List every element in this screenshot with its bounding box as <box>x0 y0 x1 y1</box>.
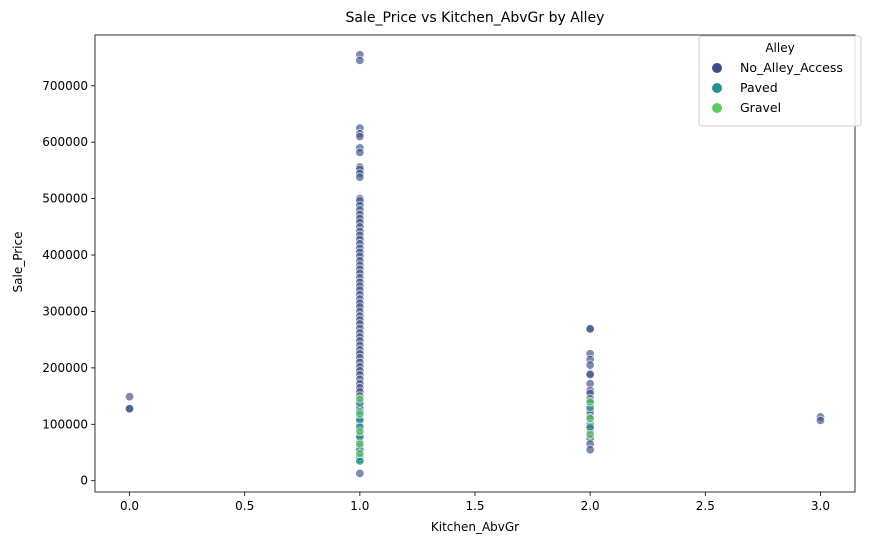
legend-marker-gravel <box>712 103 722 113</box>
legend-box <box>698 35 862 127</box>
axis-ticks: 0.0 0.5 1.0 1.5 2.0 2.5 3.0 0 100000 200000 300000… <box>42 79 830 513</box>
x-tick-label: 2.0 <box>581 499 600 513</box>
data-point-no-alley-access <box>585 445 595 455</box>
legend-title: Alley <box>765 41 794 55</box>
data-point-gravel <box>585 397 595 407</box>
legend-items: No_Alley_Access Paved Gravel <box>712 60 843 115</box>
x-tick-label: 0.5 <box>235 499 254 513</box>
y-tick-label: 100000 <box>42 417 88 431</box>
x-tick-label: 1.0 <box>350 499 369 513</box>
y-tick-label: 500000 <box>42 192 88 206</box>
x-tick-label: 3.0 <box>811 499 830 513</box>
data-point-no-alley-access <box>355 147 365 157</box>
data-point-no-alley-access <box>815 415 825 425</box>
y-tick-label: 400000 <box>42 248 88 262</box>
data-point-no-alley-access <box>585 370 595 380</box>
legend: Alley No_Alley_Access Paved Gravel <box>698 35 862 127</box>
x-axis-label: Kitchen_AbvGr <box>431 520 519 534</box>
legend-marker-no-alley-access <box>712 63 722 73</box>
data-point-no-alley-access <box>355 468 365 478</box>
y-tick-label: 0 <box>80 474 88 488</box>
data-point-gravel <box>585 429 595 439</box>
data-point-no-alley-access <box>355 55 365 65</box>
data-point-no-alley-access <box>355 172 365 182</box>
data-point-no-alley-access <box>585 360 595 370</box>
data-point-gravel <box>355 409 365 419</box>
plot-frame <box>94 34 856 493</box>
data-point-no-alley-access <box>125 392 135 402</box>
y-tick-label: 700000 <box>42 79 88 93</box>
chart-title: Sale_Price vs Kitchen_AbvGr by Alley <box>346 10 605 26</box>
y-tick-label: 600000 <box>42 135 88 149</box>
legend-label: No_Alley_Access <box>740 60 843 75</box>
legend-label: Paved <box>740 80 778 95</box>
data-point-gravel <box>585 414 595 424</box>
x-tick-label: 0.0 <box>120 499 139 513</box>
data-points <box>125 50 825 478</box>
data-point-no-alley-access <box>355 132 365 142</box>
data-point-no-alley-access <box>585 324 595 334</box>
data-point-gravel <box>355 439 365 449</box>
data-point-gravel <box>355 394 365 404</box>
y-tick-label: 200000 <box>42 361 88 375</box>
legend-label: Gravel <box>740 100 781 115</box>
legend-marker-paved <box>712 83 722 93</box>
y-tick-label: 300000 <box>42 304 88 318</box>
data-point-no-alley-access <box>125 404 135 414</box>
x-tick-label: 2.5 <box>696 499 715 513</box>
y-axis-label: Sale_Price <box>11 232 25 293</box>
x-tick-label: 1.5 <box>465 499 484 513</box>
data-point-gravel <box>355 449 365 459</box>
data-point-gravel <box>355 427 365 437</box>
